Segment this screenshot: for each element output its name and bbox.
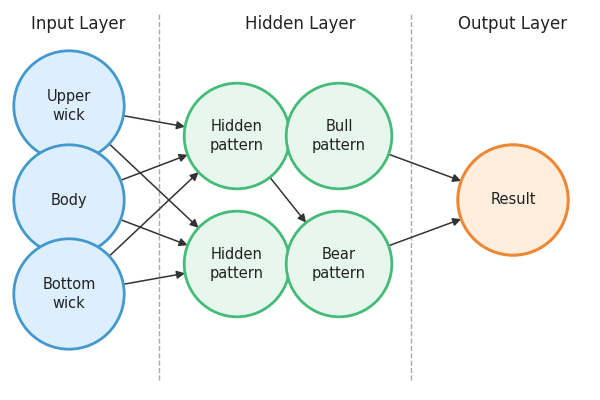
Text: Bottom
wick: Bottom wick bbox=[43, 277, 95, 311]
Ellipse shape bbox=[184, 83, 290, 189]
Text: Bear
pattern: Bear pattern bbox=[312, 247, 366, 281]
Ellipse shape bbox=[184, 211, 290, 317]
Ellipse shape bbox=[286, 211, 392, 317]
Ellipse shape bbox=[14, 51, 124, 161]
Ellipse shape bbox=[286, 83, 392, 189]
Text: Bull
pattern: Bull pattern bbox=[312, 119, 366, 153]
Text: Output Layer: Output Layer bbox=[458, 15, 568, 33]
Text: Hidden
pattern: Hidden pattern bbox=[210, 247, 264, 281]
Ellipse shape bbox=[458, 145, 568, 255]
Text: Hidden Layer: Hidden Layer bbox=[245, 15, 355, 33]
Ellipse shape bbox=[14, 145, 124, 255]
Text: Body: Body bbox=[50, 192, 88, 208]
Text: Input Layer: Input Layer bbox=[31, 15, 125, 33]
Ellipse shape bbox=[14, 239, 124, 349]
Text: Hidden
pattern: Hidden pattern bbox=[210, 119, 264, 153]
Text: Upper
wick: Upper wick bbox=[47, 89, 91, 123]
Text: Result: Result bbox=[490, 192, 536, 208]
